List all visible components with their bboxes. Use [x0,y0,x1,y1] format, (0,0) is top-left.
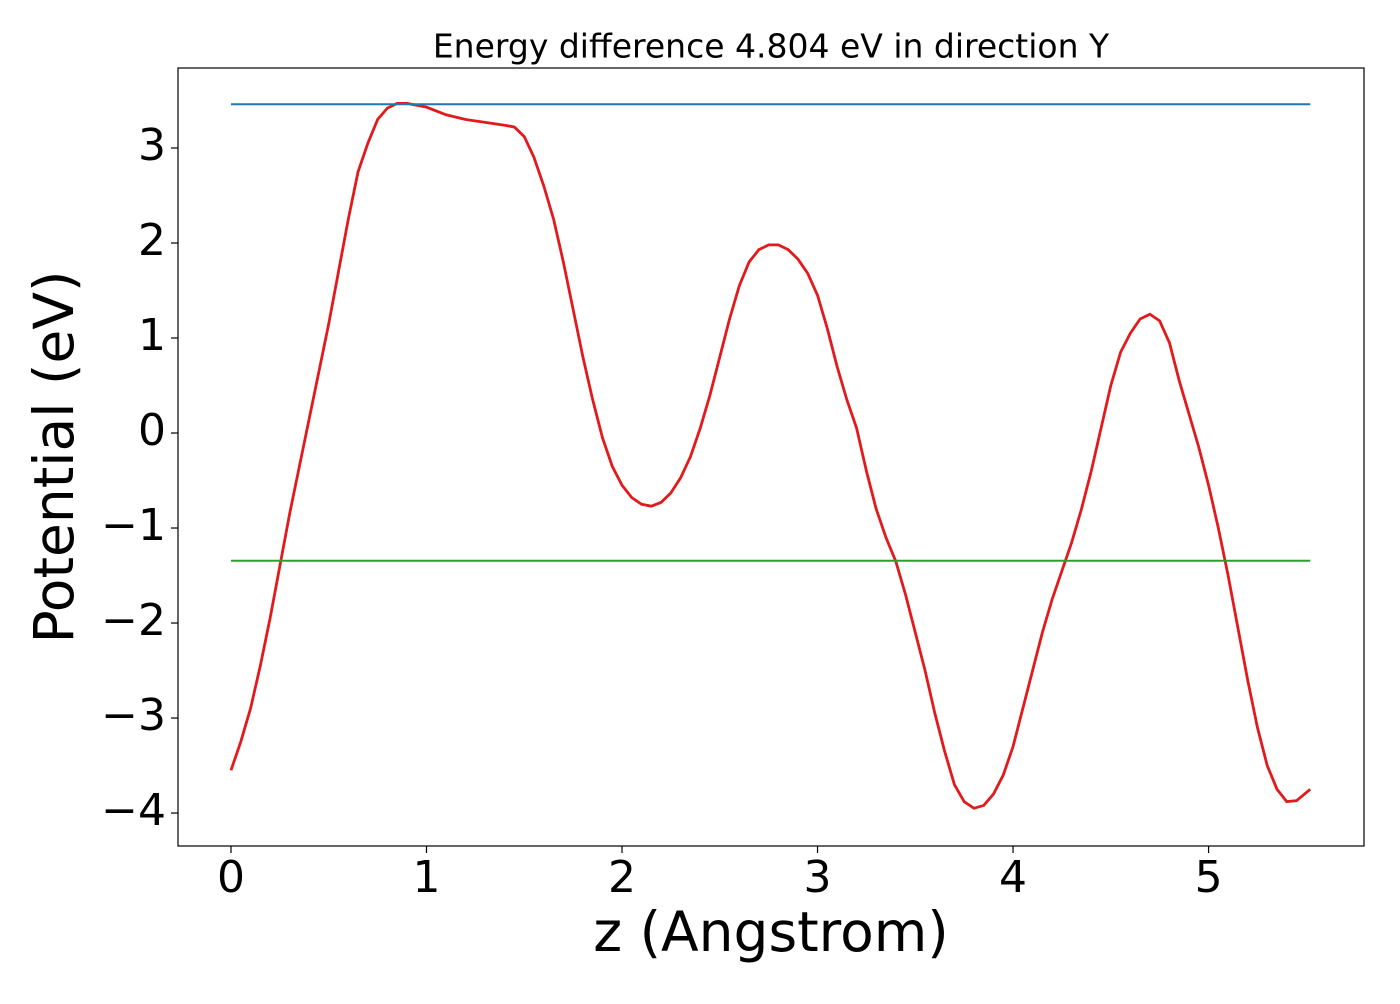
x-tick-label: 0 [217,852,245,903]
x-tick-label: 3 [804,852,832,903]
y-tick-label: −1 [101,500,166,551]
plot-frame [177,67,1365,847]
x-axis-label: z (Angstrom) [593,900,949,964]
x-tick-label: 1 [413,852,441,903]
y-axis-label: Potential (eV) [22,271,86,644]
y-tick-label: 1 [138,310,166,361]
y-tick-label: −4 [101,785,166,836]
y-tick-label: −2 [101,595,166,646]
y-tick-label: 0 [138,405,166,456]
y-tick-label: 2 [138,215,166,266]
y-tick-label: −3 [101,690,166,741]
chart-title: Energy difference 4.804 eV in direction … [433,27,1110,66]
y-tick-label: 3 [138,120,166,171]
x-tick-label: 2 [608,852,636,903]
x-tick-label: 5 [1195,852,1223,903]
x-tick-label: 4 [999,852,1027,903]
